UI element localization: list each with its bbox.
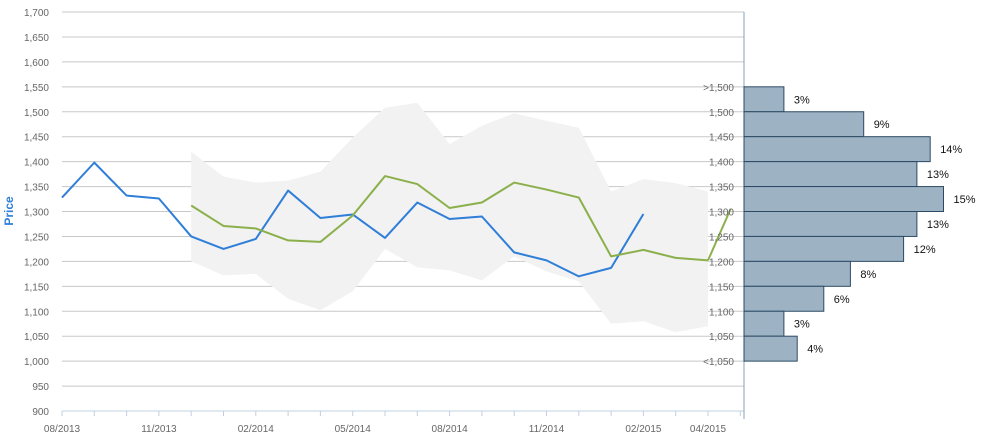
- distribution-bar: [743, 260, 851, 287]
- y-tick-label: 1,150: [24, 282, 49, 293]
- y-tick-label: 1,500: [24, 108, 49, 119]
- distribution-bar-label: 3%: [794, 319, 810, 331]
- distribution-category-label: 1,050: [709, 332, 734, 343]
- y-tick-label: 900: [32, 407, 49, 418]
- y-tick-label: 1,650: [24, 33, 49, 44]
- y-tick-label: 1,200: [24, 257, 49, 268]
- distribution-category-label: 1,400: [709, 158, 734, 169]
- distribution-bar: [743, 285, 825, 312]
- x-tick-label: 08/2013: [44, 424, 81, 435]
- distribution-bar: [743, 186, 944, 212]
- distribution-category-label: 1,300: [709, 208, 734, 219]
- y-tick-label: 1,100: [24, 307, 49, 318]
- distribution-bars: 3% 9% 14% 13% 15% 13% 12% 8% 6% 3% 4%: [743, 86, 976, 362]
- distribution-bar-label: 12%: [914, 244, 936, 256]
- forecast-line-tail: [707, 208, 732, 261]
- y-tick-labels: 900 950 1,000 1,050 1,100 1,150 1,200 1,250 1,30…: [24, 8, 49, 418]
- distribution-bar-label: 3%: [794, 94, 810, 106]
- x-tick-label: 05/2014: [335, 424, 372, 435]
- y-tick-label: 1,550: [24, 83, 49, 94]
- distribution-bar-label: 8%: [860, 269, 876, 281]
- distribution-category-label: 1,500: [709, 108, 734, 119]
- distribution-category-label: <1,050: [703, 357, 734, 368]
- distribution-bar: [743, 310, 785, 337]
- distribution-bar-label: 13%: [927, 219, 949, 231]
- y-tick-label: 1,600: [24, 58, 49, 69]
- y-tick-label: 950: [32, 382, 49, 393]
- distribution-category-label: 1,350: [709, 183, 734, 194]
- distribution-bar-label: 9%: [874, 119, 890, 131]
- distribution-category-label: 1,450: [709, 133, 734, 144]
- x-tick-label: 08/2014: [432, 424, 469, 435]
- distribution-bar-label: 14%: [940, 144, 962, 156]
- y-tick-label: 1,450: [24, 133, 49, 144]
- distribution-bar: [743, 335, 798, 362]
- y-tick-label: 1,400: [24, 158, 49, 169]
- series-lines: [61, 161, 732, 278]
- forecast-line: [190, 175, 709, 262]
- x-tick-label: 04/2015: [690, 424, 727, 435]
- y-tick-label: 1,000: [24, 357, 49, 368]
- y-axis-label: Price: [2, 196, 16, 226]
- distribution-category-label: 1,150: [709, 282, 734, 293]
- distribution-bar: [743, 211, 918, 237]
- distribution-bar: [743, 235, 905, 262]
- y-tick-label: 1,700: [24, 8, 49, 19]
- distribution-bar: [743, 161, 918, 188]
- x-tick-label: 11/2014: [529, 424, 565, 435]
- x-tick-label: 11/2013: [141, 424, 177, 435]
- distribution-category-label: >1,500: [703, 83, 734, 94]
- x-tick-label: 02/2014: [238, 424, 275, 435]
- x-tick-label: 02/2015: [625, 424, 662, 435]
- distribution-category-labels: >1,500 1,500 1,450 1,400 1,350 1,300 1,250 1,20…: [703, 83, 734, 368]
- distribution-category-label: 1,250: [709, 232, 734, 243]
- y-tick-label: 1,350: [24, 183, 49, 194]
- y-tick-label: 1,050: [24, 332, 49, 343]
- distribution-category-label: 1,200: [709, 257, 734, 268]
- distribution-bar-label: 4%: [807, 344, 823, 356]
- distribution-bar: [743, 111, 865, 138]
- y-tick-label: 1,300: [24, 208, 49, 219]
- forecast-range-band: [191, 102, 708, 333]
- distribution-category-label: 1,100: [709, 307, 734, 318]
- distribution-bar: [743, 136, 931, 163]
- range-area: [191, 102, 708, 333]
- distribution-bar: [743, 86, 785, 113]
- distribution-bar-label: 6%: [834, 294, 850, 306]
- distribution-bar-label: 13%: [927, 169, 949, 181]
- distribution-bar-label: 15%: [954, 194, 976, 206]
- y-tick-label: 1,250: [24, 232, 49, 243]
